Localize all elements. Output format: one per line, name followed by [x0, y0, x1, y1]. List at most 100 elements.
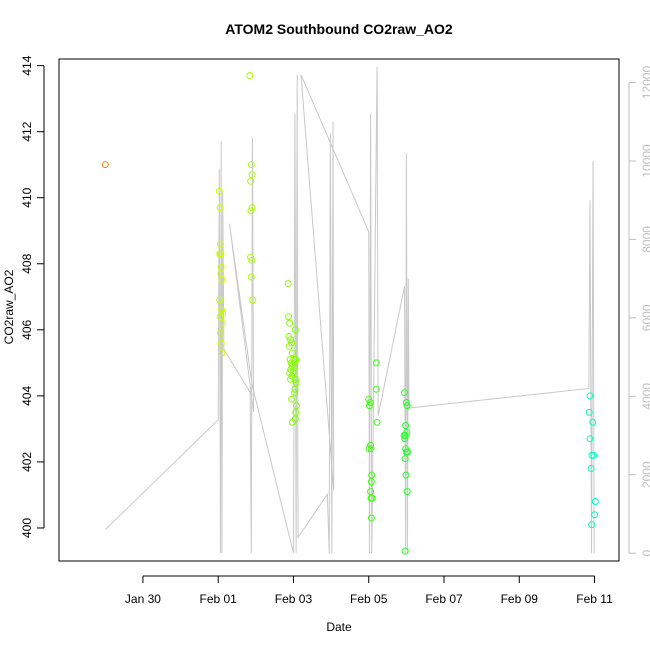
data-point	[284, 280, 292, 288]
data-point	[292, 408, 300, 416]
data-point	[218, 349, 226, 357]
data-point	[402, 471, 410, 479]
data-point	[248, 256, 256, 264]
data-point	[218, 319, 226, 327]
data-point	[247, 273, 255, 281]
data-point	[286, 356, 294, 364]
y-tick-label: 402	[20, 452, 34, 472]
secondary-series-line	[104, 66, 595, 554]
y-tick-label: 412	[20, 121, 34, 141]
y-tick-label: 400	[20, 518, 34, 538]
data-point	[368, 471, 376, 479]
data-point	[217, 270, 225, 278]
data-point	[400, 389, 408, 397]
x-tick-label: Feb 03	[275, 592, 313, 606]
data-point	[216, 250, 224, 258]
data-point	[216, 329, 224, 337]
data-point	[368, 494, 376, 502]
right-y-tick-label: 8000	[640, 226, 650, 253]
data-point	[401, 432, 409, 439]
data-point	[401, 455, 409, 463]
data-point	[401, 435, 409, 443]
x-tick-label: Feb 05	[350, 592, 388, 606]
data-point	[215, 187, 223, 195]
data-point	[288, 372, 296, 380]
data-point	[289, 369, 297, 377]
data-point	[367, 478, 375, 486]
data-point	[292, 379, 300, 387]
y-tick-label: 410	[20, 187, 34, 207]
x-axis: Jan 30 Feb 01 Feb 03 Feb 05 Feb 07 Feb 09 Feb …	[125, 575, 613, 606]
right-y-tick-label: 6000	[640, 304, 650, 331]
data-point	[288, 395, 296, 403]
data-point	[287, 359, 295, 367]
y-tick-label: 408	[20, 253, 34, 273]
chart-title: ATOM2 Southbound CO2raw_AO2	[225, 21, 453, 37]
data-point	[373, 418, 381, 426]
data-point	[372, 385, 380, 393]
data-point	[367, 488, 375, 496]
data-point	[367, 514, 375, 522]
y-axis: 400 402 404 406 408 410 412 414	[20, 55, 45, 538]
right-y-tick-label: 4000	[640, 383, 650, 410]
data-point	[247, 161, 255, 169]
data-point	[218, 306, 226, 314]
data-point	[586, 392, 594, 400]
y-tick-label: 404	[20, 386, 34, 406]
data-point	[247, 207, 255, 215]
x-tick-label: Feb 07	[425, 592, 463, 606]
data-point	[247, 253, 255, 261]
data-point	[589, 418, 597, 426]
data-point	[217, 339, 225, 347]
data-point	[402, 398, 410, 406]
data-point	[365, 395, 373, 403]
data-point	[246, 72, 254, 80]
x-tick-label: Feb 01	[200, 592, 238, 606]
data-point	[372, 359, 380, 367]
y-tick-label: 406	[20, 319, 34, 339]
data-point	[588, 521, 596, 529]
data-point	[248, 204, 256, 212]
data-point	[586, 435, 594, 443]
data-point	[286, 336, 294, 344]
data-point	[101, 161, 109, 169]
data-point	[585, 408, 593, 416]
data-point	[591, 511, 599, 519]
x-axis-title: Date	[326, 620, 352, 634]
data-point	[366, 398, 374, 406]
y-axis-title: CO2raw_AO2	[2, 269, 16, 344]
data-point	[367, 445, 375, 453]
data-point	[288, 362, 296, 370]
data-point	[285, 313, 293, 321]
data-point	[286, 375, 294, 383]
data-point	[590, 451, 598, 459]
right-y-tick-label: 12000	[640, 66, 650, 100]
data-point	[365, 402, 373, 410]
plot-frame	[58, 58, 620, 562]
data-point	[291, 326, 299, 334]
data-point	[285, 342, 293, 350]
data-point	[288, 349, 296, 357]
data-point	[587, 465, 595, 473]
data-point	[291, 385, 299, 393]
x-tick-label: Feb 11	[576, 592, 613, 606]
data-point	[216, 240, 224, 248]
plot-layer	[101, 66, 599, 555]
data-point	[588, 451, 596, 459]
data-point	[292, 402, 300, 410]
data-point	[402, 422, 410, 430]
data-point	[219, 309, 227, 317]
data-point	[403, 428, 411, 436]
data-point	[217, 263, 225, 271]
data-point	[285, 332, 293, 340]
data-point	[247, 177, 255, 185]
right-y-axis: 0 2000 4000 6000 8000 10000 12000	[628, 66, 650, 557]
data-point	[286, 319, 294, 327]
data-point	[216, 296, 224, 304]
x-tick-label: Jan 30	[125, 592, 161, 606]
right-y-tick-label: 2000	[640, 461, 650, 488]
data-point	[288, 418, 296, 426]
data-point	[216, 204, 224, 212]
